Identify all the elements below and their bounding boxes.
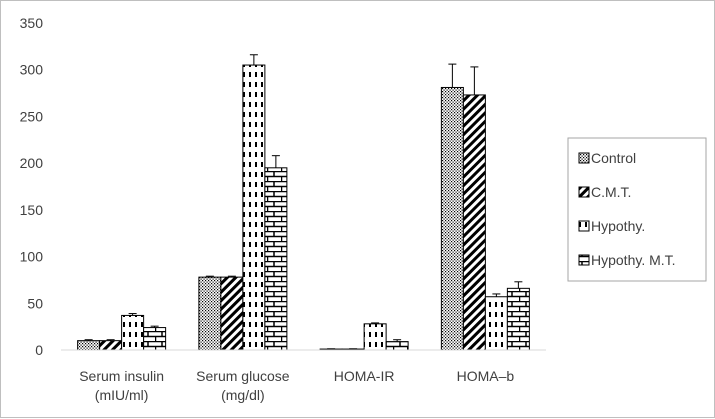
bar <box>463 95 485 350</box>
legend-label: C.M.T. <box>591 184 631 200</box>
legend-label: Hypothy. M.T. <box>591 252 676 268</box>
bar <box>386 342 408 350</box>
y-tick-label: 300 <box>20 62 44 78</box>
y-tick-label: 150 <box>20 202 44 218</box>
legend-swatch <box>579 221 589 231</box>
bars-group <box>78 65 530 350</box>
category-labels: Serum insulin (mIU/ml) Serum glucose (mg/dl… <box>79 368 514 403</box>
bar <box>100 341 122 350</box>
x-category-label: HOMA-IR <box>334 368 395 384</box>
error-bar <box>250 55 258 65</box>
error-bar <box>470 67 478 95</box>
bar <box>243 65 265 350</box>
y-axis-tick-labels: 0 50 100 150 200 250 300 350 <box>20 15 44 358</box>
legend: Control C.M.T. Hypothy. Hypothy. M.T. <box>568 138 706 281</box>
bar <box>265 168 287 350</box>
error-bar <box>448 64 456 87</box>
legend-label: Hypothy. <box>591 218 645 234</box>
x-category-label: HOMA–b <box>457 368 515 384</box>
legend-label: Control <box>591 150 636 166</box>
bar <box>441 87 463 350</box>
bar <box>485 297 507 350</box>
legend-item: Hypothy. M.T. <box>579 252 676 268</box>
y-tick-label: 50 <box>27 295 43 311</box>
y-tick-label: 100 <box>20 249 44 265</box>
y-tick-label: 250 <box>20 108 44 124</box>
x-category-sublabel: (mIU/ml) <box>95 387 149 403</box>
bar <box>122 315 144 350</box>
y-tick-label: 350 <box>20 15 44 31</box>
legend-swatch <box>579 187 589 197</box>
bar <box>221 277 243 350</box>
bar <box>78 341 100 350</box>
bar <box>364 324 386 350</box>
y-tick-label: 0 <box>35 342 43 358</box>
legend-swatch <box>579 255 589 265</box>
bar <box>507 288 529 350</box>
x-category-label: Serum insulin <box>79 368 164 384</box>
error-bar <box>514 282 522 289</box>
error-bar <box>272 156 280 168</box>
bar <box>199 277 221 350</box>
x-category-sublabel: (mg/dl) <box>221 387 265 403</box>
bar <box>144 328 166 350</box>
legend-swatch <box>579 153 589 163</box>
y-tick-label: 200 <box>20 155 44 171</box>
x-category-label: Serum glucose <box>196 368 290 384</box>
